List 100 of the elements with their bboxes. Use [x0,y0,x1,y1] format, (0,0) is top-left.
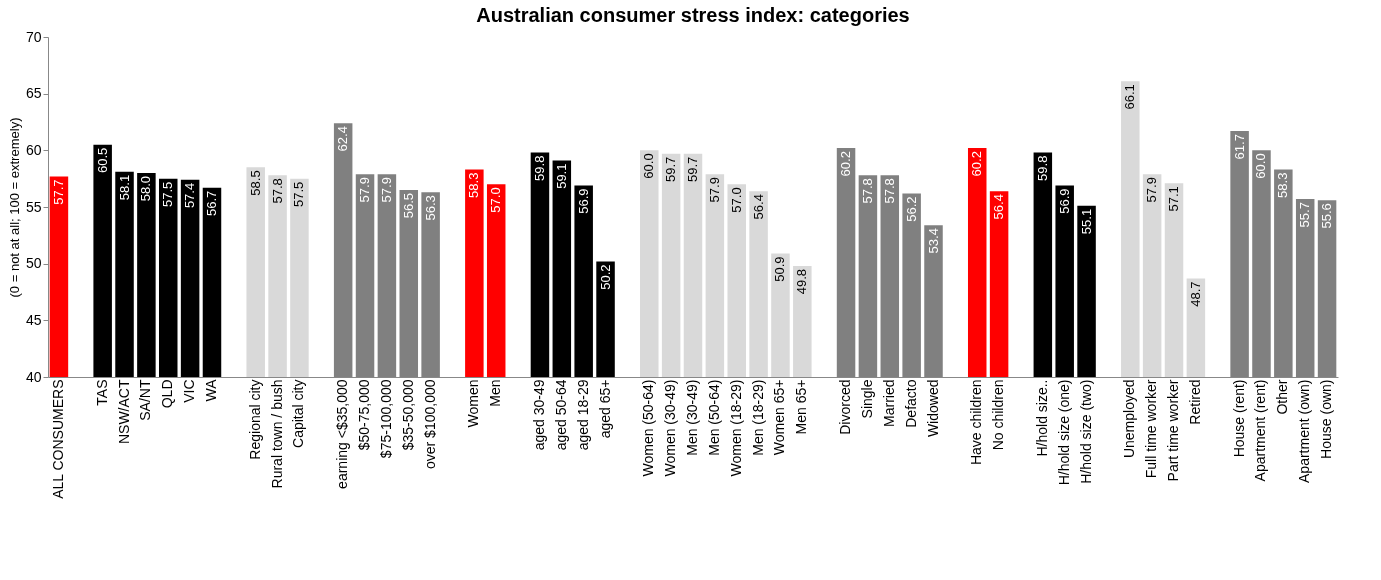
data-label: 57.0 [728,187,744,213]
x-tick-label: H/hold size (one) [1055,379,1072,486]
x-tick-label: Women (30-49) [662,379,679,477]
data-label: 57.8 [859,178,875,204]
x-tick-label: Part time worker [1165,379,1182,482]
x-tick-label: Other [1274,379,1291,415]
data-label: 57.9 [706,177,722,203]
x-tick-label: House (own) [1318,379,1335,459]
data-label: 59.8 [1034,155,1050,181]
y-tick-label: 70 [25,28,42,45]
x-tick-label: Unemployed [1121,379,1138,459]
y-tick-label: 60 [25,141,42,158]
x-tick-label: aged 30-49 [530,379,547,451]
y-tick-label: 40 [25,368,42,385]
x-tick-label: NSW/ACT [115,379,132,445]
x-tick-label: Single [858,379,875,419]
data-label: 50.2 [597,264,613,290]
x-tick-label: Capital city [290,379,307,448]
data-label: 56.7 [203,190,219,217]
x-tick-label: $35-50,000 [399,379,416,451]
data-label: 57.7 [50,179,66,205]
data-label: 62.4 [335,126,351,152]
data-label: 57.8 [881,178,897,204]
data-label: 59.7 [685,156,700,183]
x-tick-label: QLD [159,379,176,409]
x-tick-label: Women 65+ [771,379,788,456]
x-tick-label: Women (50-64) [640,379,657,477]
x-tick-label: House (rent) [1230,379,1247,458]
data-label: 60.0 [1253,153,1269,179]
x-tick-label: TAS [93,379,110,406]
data-label: 55.7 [1297,202,1313,228]
data-label: 56.5 [400,193,416,219]
data-label: 57.0 [488,187,504,213]
data-label: 57.8 [269,178,285,204]
x-tick-label: Divorced [837,379,854,435]
data-label: 58.3 [466,172,482,198]
x-tick-label: Apartment (own) [1296,379,1313,483]
x-tick-label: WA [202,378,219,402]
data-label: 49.8 [794,268,810,295]
x-tick-label: Rural town / bush [268,379,285,489]
data-label: 60.0 [641,153,657,179]
y-tick-label: 45 [25,311,42,328]
x-tick-label: Women (18-29) [727,379,744,477]
x-tick-label: Full time worker [1143,379,1160,479]
data-label: 57.9 [378,177,394,203]
data-label: 60.2 [838,151,854,177]
data-label: 58.3 [1275,172,1291,198]
data-label: 59.8 [531,155,547,181]
data-label: 59.7 [663,156,679,183]
x-tick-label: Defacto [902,379,919,428]
y-tick-label: 65 [25,85,42,102]
x-tick-label: Men 65+ [793,379,810,435]
x-tick-label: VIC [181,379,198,403]
data-label: 58.0 [138,176,154,202]
data-label: 57.1 [1166,186,1182,212]
data-label: 60.2 [969,151,985,177]
x-tick-label: aged 65+ [596,379,613,439]
x-tick-label: earning <$35,000 [334,379,351,489]
data-label: 57.9 [357,177,373,203]
data-label: 57.9 [1144,177,1160,203]
y-tick-label: 50 [25,255,42,272]
data-label: 57.4 [182,182,198,209]
data-label: 59.1 [553,163,569,189]
x-tick-label: No children [990,379,1007,451]
x-tick-label: Retired [1186,379,1203,425]
x-tick-label: Regional city [246,379,263,460]
x-tick-label: H/hold size (two) [1077,379,1094,484]
x-tick-label: SA/NT [137,379,154,421]
data-label: 56.3 [422,195,438,221]
x-tick-label: Have children [968,379,985,466]
x-tick-label: aged 50-64 [552,379,569,451]
data-label: 55.1 [1078,208,1094,235]
data-label: 61.7 [1231,134,1247,160]
x-tick-label: H/hold size.. [1033,379,1050,457]
x-tick-label: Men (50-64) [705,379,722,456]
x-tick-label: Married [880,379,897,427]
x-tick-label: $50-75,000 [356,379,373,451]
data-label: 56.9 [1056,188,1072,214]
data-label: 56.4 [750,194,766,220]
data-label: 57.5 [291,181,307,207]
x-tick-label: Men (30-49) [684,379,700,456]
data-label: 53.4 [925,228,941,254]
x-tick-label: over $100,000 [421,379,438,470]
x-tick-label: ALL CONSUMERS [49,379,66,499]
data-label: 58.1 [116,174,132,201]
y-axis-title: (0 = not at all; 100 = extremely) [6,117,22,298]
data-label: 60.5 [94,147,110,173]
y-tick-label: 55 [25,198,42,215]
x-tick-label: Apartment (rent) [1252,379,1269,482]
data-label: 57.5 [160,181,176,207]
x-tick-label: Men [487,379,504,407]
data-label: 56.2 [903,196,919,222]
x-tick-label: Men (18-29) [749,379,766,456]
data-label: 58.5 [247,170,263,196]
x-tick-label: Widowed [924,379,941,438]
x-tick-label: Women [465,379,482,428]
data-label: 50.9 [772,256,788,282]
data-label: 55.6 [1319,203,1335,229]
data-label: 56.9 [575,188,591,214]
chart-title: Australian consumer stress index: categories [476,4,910,26]
